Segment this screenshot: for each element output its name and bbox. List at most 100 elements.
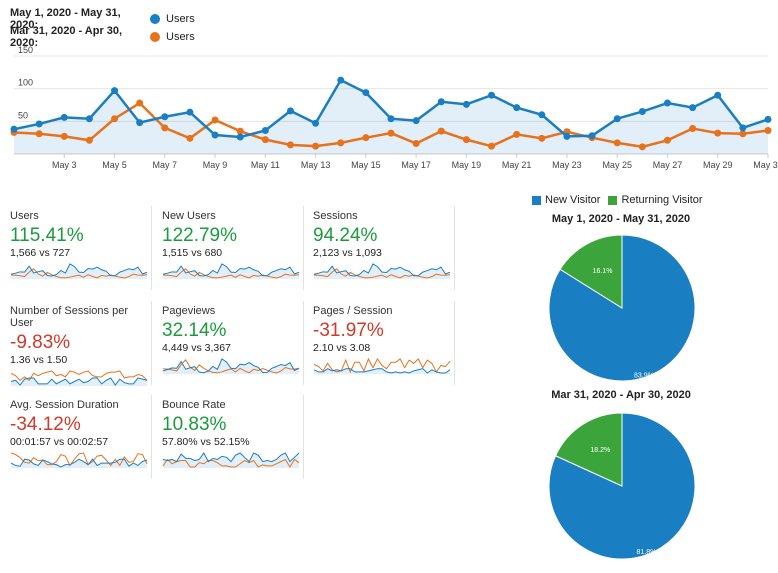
data-point[interactable] [563,132,571,140]
data-point[interactable] [538,134,546,142]
data-point[interactable] [387,115,395,123]
data-point[interactable] [613,115,621,123]
data-point[interactable] [613,139,621,147]
data-point[interactable] [739,124,747,132]
data-point[interactable] [513,104,521,112]
data-point[interactable] [689,125,697,133]
spark-line-current [10,377,148,386]
data-point[interactable] [638,108,646,116]
pie-chart-current[interactable]: 83.9% 16.1% [547,233,697,383]
data-point[interactable] [211,131,219,139]
metric-name: Pages / Session [313,305,393,317]
data-point[interactable] [437,98,445,106]
data-point[interactable] [663,99,671,107]
data-point[interactable] [714,129,722,137]
legend-swatch-new [532,195,541,205]
x-tick-label: May 7 [153,160,178,170]
metric-bounce-rate[interactable]: Bounce Rate 10.83% 57.80% vs 52.15% [158,395,304,479]
data-point[interactable] [689,104,697,112]
data-point[interactable] [714,91,722,99]
metric-name: Number of Sessions per User [10,305,128,329]
metric-compare: 4,449 vs 3,367 [162,342,231,354]
data-point[interactable] [764,115,772,123]
data-point[interactable] [236,127,244,135]
data-point[interactable] [111,87,119,95]
data-point[interactable] [10,125,18,133]
data-point[interactable] [85,115,93,123]
metric-name: Avg. Session Duration [10,399,119,411]
data-point[interactable] [412,117,420,125]
data-point[interactable] [462,100,470,108]
metric-change: 115.41% [10,225,84,246]
data-point[interactable] [462,136,470,144]
data-point[interactable] [739,130,747,138]
pie-title-previous: Mar 31, 2020 - Apr 30, 2020 [551,389,691,401]
pie-chart-previous[interactable]: 81.8% 18.2% [547,411,697,561]
data-point[interactable] [35,130,43,138]
data-point[interactable] [312,119,320,127]
data-point[interactable] [136,119,144,127]
data-point[interactable] [337,76,345,84]
metric-new-users[interactable]: New Users 122.79% 1,515 vs 680 [158,206,304,290]
data-point[interactable] [85,136,93,144]
data-point[interactable] [186,108,194,116]
data-point[interactable] [186,134,194,142]
data-point[interactable] [111,115,119,123]
spark-line-current [162,358,300,374]
legend-row-previous[interactable]: Mar 31, 2020 - Apr 30, 2020: Users [10,25,195,49]
x-tick-label: May 29 [703,160,733,170]
data-point[interactable] [261,136,269,144]
x-tick-label: May 23 [552,160,582,170]
metric-users[interactable]: Users 115.41% 1,566 vs 727 [6,206,152,290]
data-point[interactable] [211,116,219,124]
data-point[interactable] [312,142,320,150]
data-point[interactable] [437,127,445,135]
metric-compare: 1.36 vs 1.50 [10,354,68,366]
data-point[interactable] [286,107,294,115]
data-point[interactable] [513,130,521,138]
data-point[interactable] [362,89,370,97]
data-point[interactable] [387,129,395,137]
legend-label-returning[interactable]: Returning Visitor [621,194,703,206]
data-point[interactable] [337,139,345,147]
series-area-current [14,80,768,154]
data-point[interactable] [236,133,244,141]
spark-line-previous [313,268,451,279]
data-point[interactable] [136,99,144,107]
metric-change: -34.12% [10,414,81,435]
pie-slice-returning-visitor[interactable] [559,234,623,309]
metric-pages-per-session[interactable]: Pages / Session -31.97% 2.10 vs 3.08 [309,301,455,385]
data-point[interactable] [60,132,68,140]
metric-compare: 00:01:57 vs 00:02:57 [10,436,109,448]
metric-compare: 2.10 vs 3.08 [313,342,371,354]
data-point[interactable] [638,143,646,151]
data-point[interactable] [538,111,546,119]
data-point[interactable] [161,124,169,132]
data-point[interactable] [663,136,671,144]
metric-compare: 2,123 vs 1,093 [313,247,382,259]
data-point[interactable] [362,134,370,142]
data-point[interactable] [488,91,496,99]
metric-sessions-per-user[interactable]: Number of Sessions per User -9.83% 1.36 … [6,301,152,386]
metric-name: Sessions [313,210,358,222]
metric-avg-session-duration[interactable]: Avg. Session Duration -34.12% 00:01:57 v… [6,395,152,479]
data-point[interactable] [764,126,772,134]
x-tick-label: May 21 [502,160,532,170]
data-point[interactable] [261,126,269,134]
legend-row-current[interactable]: May 1, 2020 - May 31, 2020: Users [10,7,195,31]
data-point[interactable] [60,113,68,121]
metric-pageviews[interactable]: Pageviews 32.14% 4,449 vs 3,367 [158,301,304,385]
users-line-chart[interactable]: 50 100 150 May 3 May 5 May 7 May 9 May 11 May 13… [0,44,778,174]
metric-name: Pageviews [162,305,216,317]
spark-line-current [313,368,451,374]
spark-line-current [313,263,451,277]
metric-sessions[interactable]: Sessions 94.24% 2,123 vs 1,093 [309,206,455,290]
data-point[interactable] [412,140,420,148]
data-point[interactable] [488,142,496,150]
legend-label-new[interactable]: New Visitor [545,194,601,206]
data-point[interactable] [161,113,169,121]
data-point[interactable] [588,132,596,140]
data-point[interactable] [35,120,43,128]
data-point[interactable] [286,141,294,149]
pie-slice-returning-visitor[interactable] [554,412,623,487]
